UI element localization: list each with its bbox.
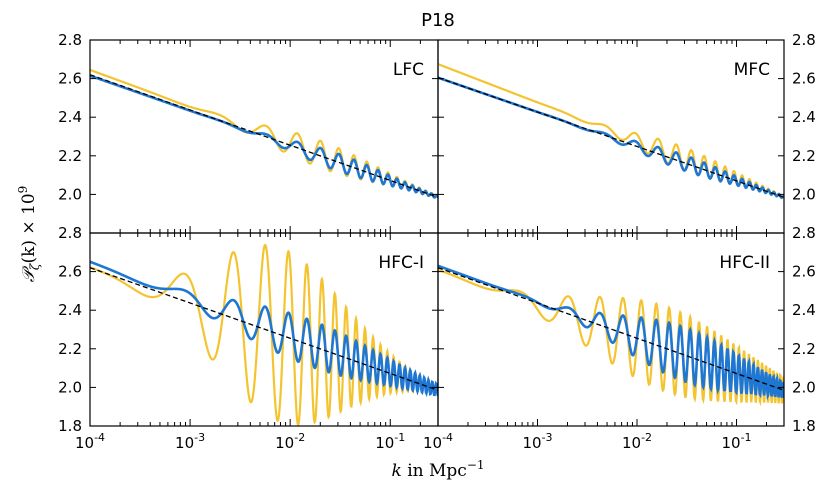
- panel-label: HFC-I: [378, 253, 424, 273]
- baseline-line: [90, 267, 438, 391]
- y-tick-label: 2.8: [58, 224, 82, 242]
- y-tick-label: 2.4: [58, 108, 82, 126]
- panel-label: MFC: [734, 60, 770, 80]
- x-tick-label: 10-3: [175, 431, 205, 452]
- y-axis-label: 𝒫ζ(k) × 109: [16, 186, 42, 283]
- y-tick-label: 1.8: [58, 417, 82, 435]
- x-tick-label: 10-3: [522, 431, 552, 452]
- y-tick-label: 2.6: [58, 263, 82, 281]
- x-tick-label: 10-4: [423, 431, 453, 452]
- baseline-line: [438, 77, 784, 198]
- y-tick-label: 2.0: [58, 378, 82, 396]
- curves: [90, 243, 438, 426]
- y-tick-label: 2.8: [792, 31, 816, 49]
- y-tick-label: 1.8: [792, 417, 816, 435]
- series-line-blue: [90, 74, 438, 199]
- y-tick-label: 2.2: [792, 147, 816, 165]
- series-line-yellow: [90, 243, 438, 426]
- panel-label: HFC-II: [719, 253, 770, 273]
- panel-mfc: 2.0 2.2 2.4 2.6 2.8 MFC: [437, 31, 816, 234]
- x-tick-label: 10-4: [75, 431, 105, 452]
- panels-group: 2.0 2.2 2.4 2.6 2.8 LFC 2.0 2.2 2.4 2.6 2.8 MFC 1.8 2…: [58, 31, 816, 452]
- y-tick-label: 2.2: [58, 147, 82, 165]
- x-tick-label: 10-1: [721, 431, 751, 452]
- y-tick-label: 2.6: [792, 263, 816, 281]
- y-tick-label: 2.0: [792, 185, 816, 203]
- series-line-blue: [90, 260, 438, 397]
- curves: [90, 68, 438, 199]
- y-tick-label: 2.0: [58, 185, 82, 203]
- baseline-line: [438, 267, 784, 391]
- y-tick-label: 2.4: [792, 108, 816, 126]
- panel-label: LFC: [393, 60, 424, 80]
- series-line-yellow: [438, 63, 784, 200]
- y-tick-label: 2.2: [792, 340, 816, 358]
- chart-title: P18: [421, 10, 455, 31]
- curves: [438, 264, 784, 407]
- x-tick-label: 10-2: [622, 431, 652, 452]
- baseline-line: [90, 74, 438, 198]
- series-line-blue: [438, 264, 784, 401]
- panel-hfc-i: 1.8 2.0 2.2 2.4 2.6 2.8 10-4 10-3 10-2 10-1 HFC-I: [58, 224, 439, 452]
- y-tick-label: 2.0: [792, 378, 816, 396]
- panel-frame: [437, 232, 785, 427]
- y-tick-label: 2.6: [792, 70, 816, 88]
- y-tick-label: 2.8: [792, 224, 816, 242]
- y-tick-label: 2.4: [792, 301, 816, 319]
- y-tick-label: 2.4: [58, 301, 82, 319]
- x-axis-label: k in Mpc−1: [391, 458, 484, 481]
- y-tick-label: 2.6: [58, 70, 82, 88]
- panel-hfc-ii: 1.8 2.0 2.2 2.4 2.6 2.8 10-4 10-3 10-2 10-1 HFC-II: [423, 224, 816, 452]
- y-tick-label: 2.2: [58, 340, 82, 358]
- series-line-blue: [438, 76, 784, 199]
- panel-lfc: 2.0 2.2 2.4 2.6 2.8 LFC: [58, 31, 439, 234]
- curves: [438, 63, 784, 200]
- y-tick-label: 2.8: [58, 31, 82, 49]
- x-tick-label: 10-2: [275, 431, 305, 452]
- x-tick-label: 10-1: [375, 431, 405, 452]
